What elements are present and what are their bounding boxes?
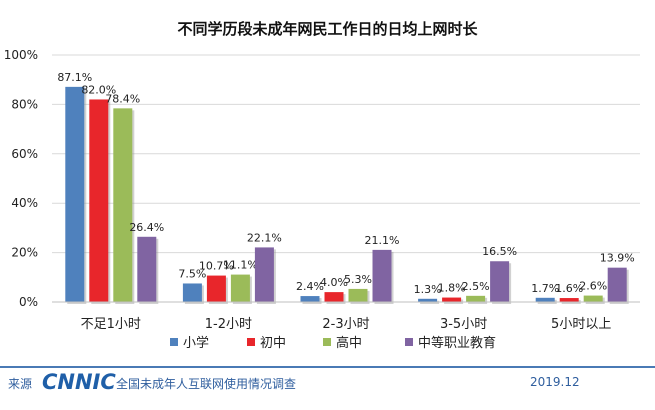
data-label: 1.7% — [531, 282, 559, 295]
bar — [137, 236, 157, 302]
x-tick-label: 3-5小时 — [440, 317, 487, 332]
source-label: 来源 — [8, 377, 33, 391]
legend-swatch — [170, 338, 178, 346]
data-label: 87.1% — [57, 71, 92, 84]
x-tick-label: 5小时以上 — [551, 317, 611, 332]
chart-title: 不同学历段未成年网民工作日的日均上网时长 — [177, 20, 478, 38]
survey-name: 全国未成年人互联网使用情况调查 — [116, 377, 297, 391]
bar-chart: 0% 20% 40% 60% 80% 100% 87.1%82.0%78.4% 26.4% 7.… — [4, 48, 640, 351]
data-label: 2.6% — [579, 280, 607, 293]
bar — [418, 298, 438, 302]
data-label: 78.4% — [105, 92, 140, 105]
bar — [583, 295, 603, 302]
legend-swatch — [405, 338, 413, 346]
y-tick-label: 60% — [11, 147, 38, 161]
y-tick-label: 0% — [19, 295, 38, 309]
data-label: 1.3% — [414, 283, 442, 296]
legend-label: 高中 — [336, 335, 362, 351]
bar — [490, 261, 510, 302]
cnnic-logo: CNNIC — [42, 370, 116, 394]
data-label: 26.4% — [129, 221, 164, 234]
data-label: 13.9% — [600, 252, 635, 265]
legend-label: 初中 — [260, 336, 286, 351]
legend-label: 中等职业教育 — [418, 335, 496, 351]
bar — [607, 267, 627, 302]
footer-divider — [0, 366, 655, 368]
data-label: 2.5% — [462, 280, 490, 293]
bar — [113, 108, 133, 303]
data-label: 82.0% — [81, 83, 116, 96]
report-date: 2019.12 — [530, 375, 580, 389]
data-label: 10.7% — [199, 260, 234, 273]
data-label: 2.4% — [296, 280, 324, 293]
legend-label: 小学 — [183, 335, 209, 351]
x-tick-label: 不足1小时 — [81, 317, 141, 332]
data-label: 1.8% — [438, 282, 466, 295]
data-label: 22.1% — [247, 231, 282, 244]
data-label: 11.1% — [223, 259, 258, 272]
footer: 来源 CNNIC 全国未成年人互联网使用情况调查 2019.12 — [0, 370, 655, 396]
data-label: 7.5% — [178, 267, 206, 280]
bar — [230, 274, 250, 302]
bar — [348, 288, 368, 302]
bar — [89, 99, 109, 303]
bar — [535, 297, 555, 302]
y-tick-label: 80% — [11, 97, 38, 111]
bar — [466, 295, 486, 302]
data-label: 4.0% — [320, 276, 348, 289]
x-tick-label: 2-3小时 — [322, 317, 369, 332]
bar — [182, 283, 202, 302]
bar — [65, 86, 85, 302]
x-tick-label: 1-2小时 — [205, 317, 252, 332]
bar — [254, 247, 274, 302]
bar — [559, 298, 579, 302]
bar — [300, 296, 320, 302]
bar — [442, 297, 462, 302]
y-tick-label: 100% — [4, 48, 38, 62]
legend-swatch — [247, 338, 255, 346]
data-label: 5.3% — [344, 273, 372, 286]
data-label: 16.5% — [482, 245, 517, 258]
y-tick-label: 40% — [11, 196, 38, 210]
bar — [372, 249, 392, 302]
legend-swatch — [323, 338, 331, 346]
data-label: 21.1% — [365, 234, 400, 247]
bar — [324, 292, 344, 302]
bar — [206, 275, 226, 302]
y-tick-label: 20% — [11, 246, 38, 260]
data-label: 1.6% — [555, 282, 583, 295]
